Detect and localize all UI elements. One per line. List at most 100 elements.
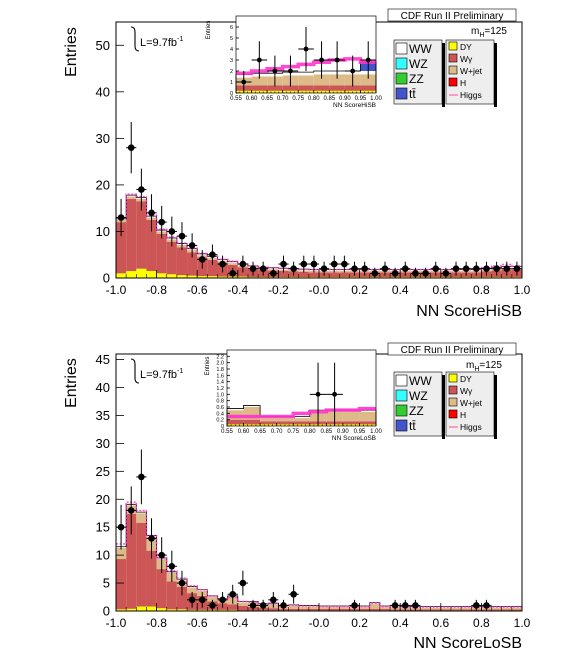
- top-bar-dy-7: [187, 275, 198, 278]
- top-legend-swatch-0: [395, 42, 408, 55]
- bottom-inset-bar-wjet-4: [293, 418, 310, 422]
- top-x-tick-label-4: -0.2: [268, 283, 289, 297]
- bottom-inset-y-tick-label-6: 1.2: [216, 386, 224, 392]
- top-data-point-36: [483, 265, 490, 272]
- top-data-point-35: [473, 265, 480, 272]
- bottom-bar-wjet-25: [369, 603, 380, 609]
- bottom-mass-label: mH=125: [466, 360, 502, 373]
- bottom-bar-w-15: [268, 608, 279, 611]
- bottom-bar-w-0: [116, 559, 127, 610]
- bottom-inset-bar-ww-4: [293, 416, 310, 419]
- top-inset-bar-wjet-5: [313, 74, 330, 86]
- bottom-bar-w-38: [501, 609, 512, 611]
- bottom-bar-w-2: [136, 522, 147, 607]
- top-bar-dy-12: [237, 276, 248, 278]
- top-inset-bar-w-2: [267, 85, 283, 91]
- bottom-histogram-marks: [115, 449, 523, 611]
- bottom-data-point-12: [239, 579, 247, 587]
- bottom-bar-w-5: [166, 581, 177, 610]
- bottom-inset-bar-wjet-7: [342, 411, 360, 422]
- bottom-inset-bar-ww-8: [359, 410, 376, 412]
- top-inset-y-label: Entries: [206, 21, 212, 40]
- bottom-legend-shadow-right: [494, 375, 497, 439]
- bottom-data-point-21: [412, 602, 419, 609]
- bottom-inset-higgs-signal-line: [227, 406, 376, 419]
- bottom-data-point-10: [219, 596, 226, 604]
- top-bar-w-9: [207, 259, 218, 277]
- top-data-point-32: [442, 270, 450, 277]
- bottom-data-point-19: [391, 602, 399, 609]
- bottom-bar-dy-11: [227, 609, 238, 611]
- bottom-inset-data-point-1: [332, 391, 338, 397]
- top-x-tick-label-5: -0.0: [309, 283, 330, 297]
- top-bar-w-0: [116, 222, 127, 274]
- bottom-legend-label-0: WW: [409, 374, 432, 388]
- bottom-x-tick-label-6: 0.2: [351, 616, 368, 630]
- top-data-point-14: [259, 265, 267, 272]
- top-bar-w-21: [329, 272, 340, 278]
- top-luminosity-label: L=9.7fb-1: [140, 36, 183, 49]
- bottom-legend-label-8: Higgs: [460, 422, 482, 432]
- top-inset-data-point-3: [288, 68, 293, 74]
- top-inset-data-point-0: [241, 79, 247, 85]
- bottom-x-tick-label-0: -1.0: [106, 616, 127, 630]
- bottom-bar-wjet-19: [308, 606, 319, 609]
- bottom-data-point-4: [158, 551, 165, 559]
- top-data-point-11: [229, 270, 237, 277]
- top-legend-swatch-1: [395, 57, 408, 70]
- top-bar-dy-2: [136, 268, 147, 278]
- bottom-bar-wjet-20: [319, 607, 330, 609]
- bottom-bar-ww-31: [430, 606, 441, 608]
- top-inset-data-point-2: [272, 68, 278, 74]
- top-inset-data-point-8: [365, 57, 371, 63]
- top-legend-swatch-5: [448, 53, 458, 63]
- bottom-inset-y-tick-label-4: 0.8: [216, 399, 224, 405]
- top-bar-wjet-11: [227, 263, 238, 265]
- bottom-data-point-17: [290, 590, 297, 598]
- bottom-bar-w-37: [491, 609, 502, 611]
- top-legend-swatch-7: [448, 77, 458, 87]
- bottom-inset-x-tick-label-7: 0.90: [337, 429, 349, 435]
- bottom-legend-shadow-left: [442, 375, 445, 439]
- top-bar-w-5: [166, 241, 177, 275]
- bottom-inset-x-label: NN ScoreLoSB: [332, 435, 376, 442]
- bottom-bar-w-39: [511, 609, 522, 611]
- top-legend-swatch-6: [448, 65, 458, 75]
- top-header-text: CDF Run II Preliminary: [401, 11, 504, 22]
- bottom-bar-wjet-18: [298, 606, 309, 609]
- top-data-point-20: [320, 265, 328, 272]
- bottom-y-tick-label-0: 0: [103, 604, 110, 619]
- bottom-x-tick-label-5: -0.0: [309, 616, 330, 630]
- bottom-bar-w-24: [359, 608, 370, 611]
- top-inset-y-tick-label-6: 6: [230, 25, 233, 31]
- bottom-bar-ww-8: [197, 589, 208, 591]
- bottom-bar-dy-3: [146, 606, 157, 611]
- bottom-inset-y-label: Entries: [205, 357, 211, 376]
- bottom-data-point-1: [127, 507, 135, 514]
- top-data-point-4: [158, 218, 165, 226]
- bottom-data-point-5: [168, 563, 176, 570]
- bottom-legend-label-3: tt̄: [409, 419, 416, 433]
- top-data-point-7: [188, 242, 196, 249]
- top-data-point-33: [452, 265, 460, 272]
- bottom-bar-wjet-30: [420, 607, 431, 610]
- bottom-legend-label-1: WZ: [409, 389, 428, 403]
- top-legend-label-2: ZZ: [409, 72, 424, 86]
- top-inset-marks: [235, 16, 377, 93]
- top-data-point-16: [280, 260, 287, 268]
- bottom-bar-wjet-34: [461, 607, 472, 610]
- bottom-y-tick-label-9: 45: [96, 352, 110, 367]
- top-inset-data-point-4: [303, 46, 309, 52]
- top-inset-data-point-1: [256, 57, 262, 63]
- bottom-data-point-16: [280, 602, 287, 609]
- bottom-inset-y-tick-label-8: 1.6: [216, 373, 224, 379]
- bottom-x-tick-label-8: 0.6: [432, 616, 449, 630]
- bottom-legend-label-4: DY: [460, 374, 472, 384]
- bottom-inset-y-tick-label-11: 2.2: [216, 354, 224, 360]
- bottom-bar-w-30: [420, 609, 431, 611]
- top-legend-swatch-4: [448, 41, 458, 51]
- bottom-inset-bar-ww-1: [243, 405, 261, 407]
- bottom-bar-w-25: [369, 608, 380, 611]
- bottom-y-tick-label-8: 40: [96, 380, 110, 395]
